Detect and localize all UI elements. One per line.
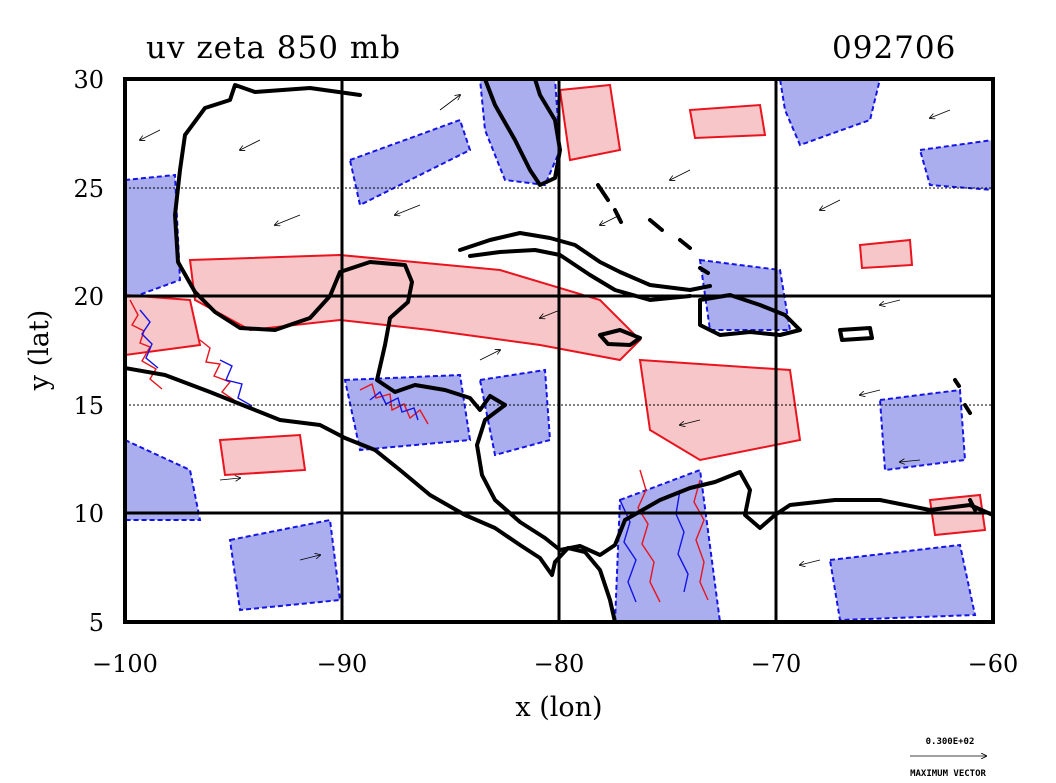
vector-arrow [299,555,320,561]
vector-arrow [275,214,301,225]
y-tick-label: 15 [73,392,104,420]
x-tick-label: −90 [317,650,368,678]
coast-florida [483,79,562,187]
pos-region-florida-east [558,83,622,162]
x-tick-label: −60 [968,650,1019,678]
negative-vorticity-regions [125,79,993,622]
pos-region-west-panel [125,293,202,357]
positive-vorticity-regions [125,83,987,537]
pos-region-southeast [928,493,987,537]
x-axis: −100 −90 −80 −70 −60 x (lon) [92,650,1018,723]
neg-region-caribbean-southwest [478,368,552,457]
pos-region-pacific [218,433,307,477]
neg-region-atlantic-northeast [778,79,882,147]
y-axis-label: y (lat) [24,310,55,392]
vector-key: 0.300E+02 MAXIMUM VECTOR [910,737,987,779]
coast-cuba [458,231,712,292]
neg-region-western-mexico [125,173,182,302]
coast-hispaniola [698,293,802,337]
vector-arrow [240,139,261,150]
neg-region-colombia [613,468,722,622]
coastlines [125,79,993,622]
plot-area [125,79,993,622]
neg-region-gulf-north [478,79,562,187]
coast-cuba-south [468,248,692,302]
coast-pacific-mexico [125,366,617,622]
vector-arrow [880,299,901,305]
vector-arrow [395,204,421,215]
x-axis-label: x (lon) [515,692,602,723]
coast-central-america-east [475,403,993,557]
vector-arrow [860,389,881,395]
coast-puerto-rico [838,326,874,342]
pos-region-east-small [858,238,914,270]
pos-region-atlantic-northeast [688,103,767,140]
vector-arrow [140,129,161,140]
wind-vectors [140,95,951,565]
y-axis: 30 25 20 15 10 5 y (lat) [24,66,104,637]
neg-region-southeast [828,543,977,622]
x-tick-label: −70 [751,650,802,678]
vector-arrow [479,350,500,361]
neg-region-east-band [918,138,993,192]
x-tick-label: −100 [92,650,158,678]
y-tick-label: 25 [73,175,104,203]
vector-arrow [930,109,951,118]
vector-arrow [680,419,701,425]
plot-frame [123,77,995,624]
neg-region-pacific-west [125,438,202,521]
scribble-red-southwest [129,299,709,603]
high-activity-scribbles [129,299,709,603]
y-tick-label: 30 [73,66,104,94]
y-tick-label: 10 [73,500,104,528]
coast-mexico-gulf [173,83,507,412]
y-tick-label: 20 [73,283,104,311]
vector-arrow [600,214,621,225]
date-code: 092706 [832,30,956,66]
scribble-blue-southwest [139,309,689,603]
neg-region-atlantic-east [878,388,967,472]
vector-arrow [820,199,841,210]
vector-arrow [540,309,561,318]
vector-arrow [670,169,691,180]
vector-arrow [900,460,921,462]
vector-key-magnitude: 0.300E+02 [926,737,975,747]
vector-key-caption: MAXIMUM VECTOR [910,769,986,779]
vector-arrow [219,478,240,480]
neg-region-pacific-south [228,518,342,612]
neg-region-gulf-diagonal [348,118,472,207]
grid-lines [125,79,993,622]
coast-jamaica [598,328,642,347]
pos-region-caribbean-central [638,358,802,462]
coast-lesser-antilles [953,378,977,512]
vector-arrow [800,559,821,565]
x-tick-label: −80 [534,650,585,678]
vector-arrow [439,95,460,111]
y-tick-label: 5 [89,609,104,637]
plot-title: uv zeta 850 mb [146,30,401,66]
pos-region-main-band [188,253,642,362]
